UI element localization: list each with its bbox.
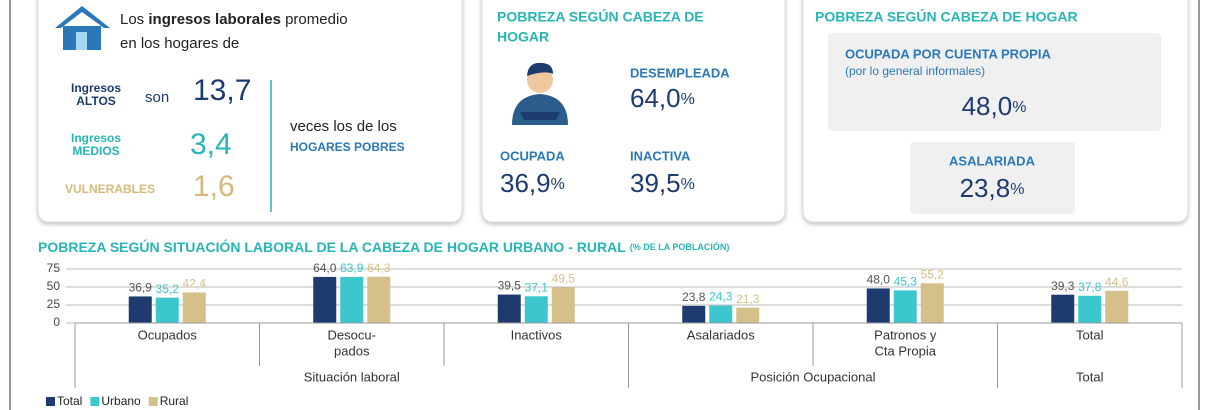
item-value: 48,0% <box>962 91 1027 121</box>
item-name: INACTIVA <box>630 148 691 163</box>
card-title: POBREZA SEGÚN CABEZA DE HOGAR <box>815 8 1078 25</box>
y-tick-label: 25 <box>47 297 61 311</box>
row-label: Ingresos <box>71 131 121 145</box>
value-label: 63,9 <box>340 261 364 275</box>
box <box>910 142 1075 214</box>
value-label: 64,0 <box>313 261 337 275</box>
y-tick-label: 0 <box>53 315 60 329</box>
value-label: 39,3 <box>1051 279 1075 293</box>
value-label: 49,5 <box>552 272 576 286</box>
intro: Los ingresos laborales promedio <box>120 11 348 28</box>
group-label: Posición Ocupacional <box>750 369 875 384</box>
bar <box>1078 295 1102 323</box>
card-title: POBREZA SEGÚN CABEZA DE <box>497 8 704 25</box>
bar <box>340 276 364 323</box>
item-name: OCUPADA <box>500 148 565 163</box>
item-name: OCUPADA POR CUENTA PROPIA <box>845 46 1051 61</box>
value-label: 37,8 <box>1078 280 1102 294</box>
legend-label: Total <box>57 394 82 408</box>
value-label: 55,2 <box>921 267 945 281</box>
item-name: ASALARIADA <box>949 153 1036 168</box>
bar <box>367 276 391 323</box>
bar <box>1051 294 1075 323</box>
person-icon <box>512 62 568 125</box>
bar <box>736 307 760 323</box>
value-label: 48,0 <box>867 273 891 287</box>
chart: 0 25 50 75 Ocupados 36,9 35,2 42,4 Desocu-pados 6… <box>46 261 1183 408</box>
row-label: MEDIOS <box>72 144 119 158</box>
y-tick-label: 75 <box>47 261 61 275</box>
x-tick-label: Patronos y <box>874 327 937 342</box>
group-label: Situación laboral <box>304 369 400 384</box>
bar <box>182 292 206 323</box>
value-label: 21,3 <box>736 292 760 306</box>
x-tick-label: Inactivos <box>511 327 563 342</box>
row-label: VULNERABLES <box>65 182 155 196</box>
bar <box>313 276 337 323</box>
value-label: 35,2 <box>156 282 180 296</box>
value-label: 36,9 <box>129 281 153 295</box>
x-tick-label: Ocupados <box>138 327 198 342</box>
bar <box>920 283 944 323</box>
value-label: 24,3 <box>709 290 733 304</box>
intro: en los hogares de <box>120 35 239 52</box>
legend-label: Urbano <box>101 394 141 408</box>
x-tick-label: Desocu- <box>328 327 376 342</box>
value-label: 45,3 <box>894 275 918 289</box>
value-label: 64,3 <box>367 261 391 275</box>
row-label: ALTOS <box>76 94 116 108</box>
item-value: 64,0% <box>630 83 695 113</box>
row-value: 1,6 <box>193 170 235 203</box>
legend-label: Rural <box>160 394 189 408</box>
group-label: Total <box>1076 369 1104 384</box>
bar <box>128 296 152 323</box>
box <box>828 33 1161 131</box>
card <box>37 0 463 223</box>
legend-swatch <box>90 397 100 406</box>
value-label: 23,8 <box>682 290 706 304</box>
x-tick-label: Total <box>1076 327 1104 342</box>
bar <box>893 290 917 323</box>
row-value: 3,4 <box>190 128 232 161</box>
bar <box>1105 290 1129 323</box>
verb: son <box>145 89 169 106</box>
bar <box>524 296 548 323</box>
value-label: 42,4 <box>183 277 207 291</box>
bar <box>682 305 706 323</box>
house-icon <box>55 6 110 50</box>
bar <box>551 287 575 323</box>
card-title: HOGAR <box>497 29 549 45</box>
row-label: Ingresos <box>71 81 121 95</box>
value-label: 37,1 <box>525 280 549 294</box>
x-tick-label: Asalariados <box>687 327 755 342</box>
card <box>481 0 786 223</box>
chart-title: POBREZA SEGÚN SITUACIÓN LABORAL DE LA CA… <box>38 238 729 255</box>
legend-swatch <box>148 397 158 406</box>
item-value: 36,9% <box>500 168 565 198</box>
value-label: 39,5 <box>498 279 522 293</box>
item-name: DESEMPLEADA <box>630 65 730 80</box>
bar <box>497 294 521 323</box>
item-value: 23,8% <box>960 173 1025 203</box>
suffix: veces los de los <box>290 118 397 135</box>
legend-swatch <box>46 397 55 406</box>
item-note: (por lo general informales) <box>845 64 985 78</box>
suffix: HOGARES POBRES <box>290 140 405 154</box>
x-tick-label: Cta Propia <box>875 343 937 358</box>
x-tick-label: pados <box>334 343 370 358</box>
y-tick-label: 50 <box>47 279 61 293</box>
bar <box>709 305 733 323</box>
value-label: 44,6 <box>1105 275 1129 289</box>
bar <box>155 297 179 323</box>
item-value: 39,5% <box>630 168 695 198</box>
bar <box>866 288 890 323</box>
row-value: 13,7 <box>193 74 251 107</box>
